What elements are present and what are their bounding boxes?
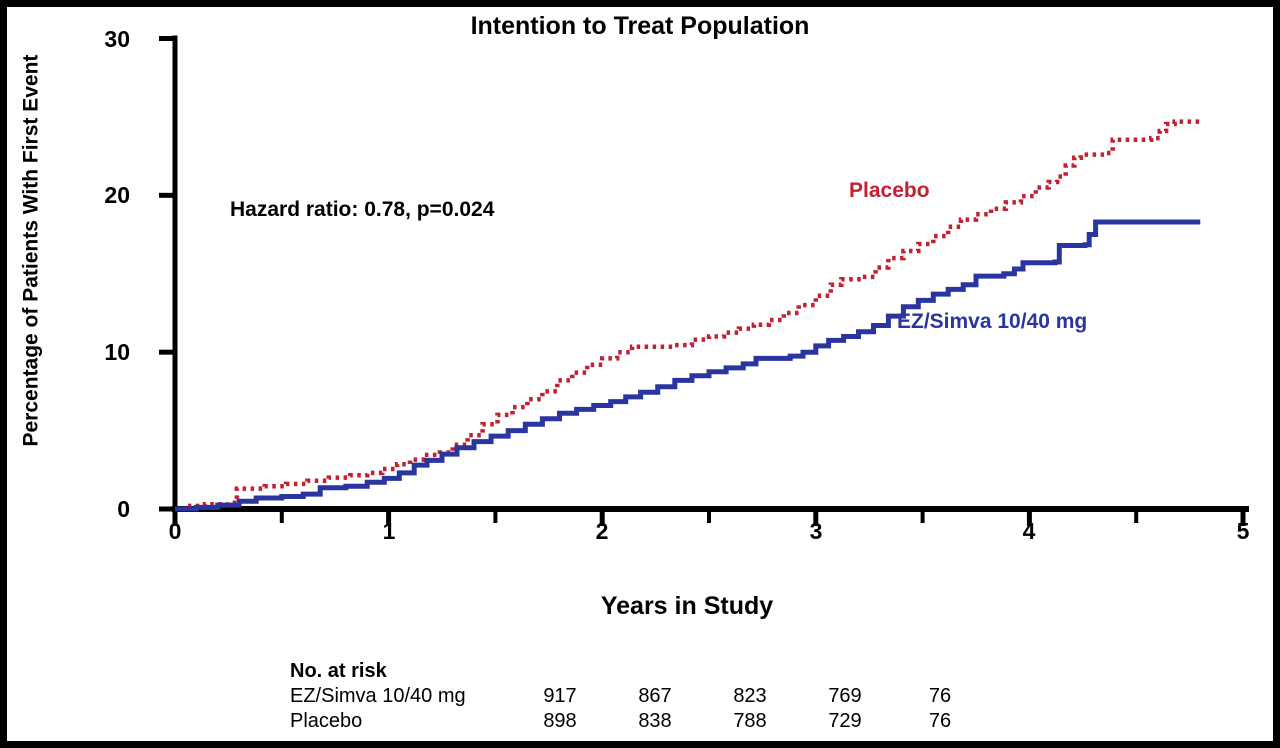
risk-value: 76 xyxy=(928,710,952,732)
x-tick-label-5: 5 xyxy=(1236,518,1250,544)
risk-value: 76 xyxy=(928,685,952,707)
risk-value: 729 xyxy=(828,710,862,732)
risk-table-header: No. at risk xyxy=(290,660,387,682)
placebo-curve xyxy=(175,119,1203,512)
x-tick-label-3: 3 xyxy=(809,518,823,544)
risk-value: 867 xyxy=(638,685,672,707)
y-tick-label-30: 30 xyxy=(104,26,130,52)
x-tick-label-1: 1 xyxy=(382,518,396,544)
risk-row-ez-label: EZ/Simva 10/40 mg xyxy=(290,685,466,707)
risk-value: 917 xyxy=(543,685,577,707)
x-axis-title: Years in Study xyxy=(600,592,774,620)
risk-row-placebo-label: Placebo xyxy=(290,710,363,732)
x-tick-label-4: 4 xyxy=(1022,518,1036,544)
placebo-curve-label: Placebo xyxy=(849,179,930,202)
y-tick-label-0: 0 xyxy=(117,496,130,522)
risk-value: 898 xyxy=(543,710,577,732)
ez-simva-curve xyxy=(175,219,1201,512)
y-axis-title: Percentage of Patients With First Event xyxy=(19,54,43,447)
risk-value: 788 xyxy=(733,710,767,732)
y-tick-label-10: 10 xyxy=(104,339,130,365)
chart-title: Intention to Treat Population xyxy=(470,12,810,40)
x-tick-label-2: 2 xyxy=(595,518,609,544)
risk-value: 769 xyxy=(828,685,862,707)
x-tick-label-0: 0 xyxy=(168,518,182,544)
y-tick-label-20: 20 xyxy=(104,182,130,208)
hazard-ratio-annotation: Hazard ratio: 0.78, p=0.024 xyxy=(230,198,495,221)
ez-simva-curve-label: EZ/Simva 10/40 mg xyxy=(897,310,1088,333)
risk-value: 838 xyxy=(638,710,672,732)
risk-value: 823 xyxy=(733,685,767,707)
